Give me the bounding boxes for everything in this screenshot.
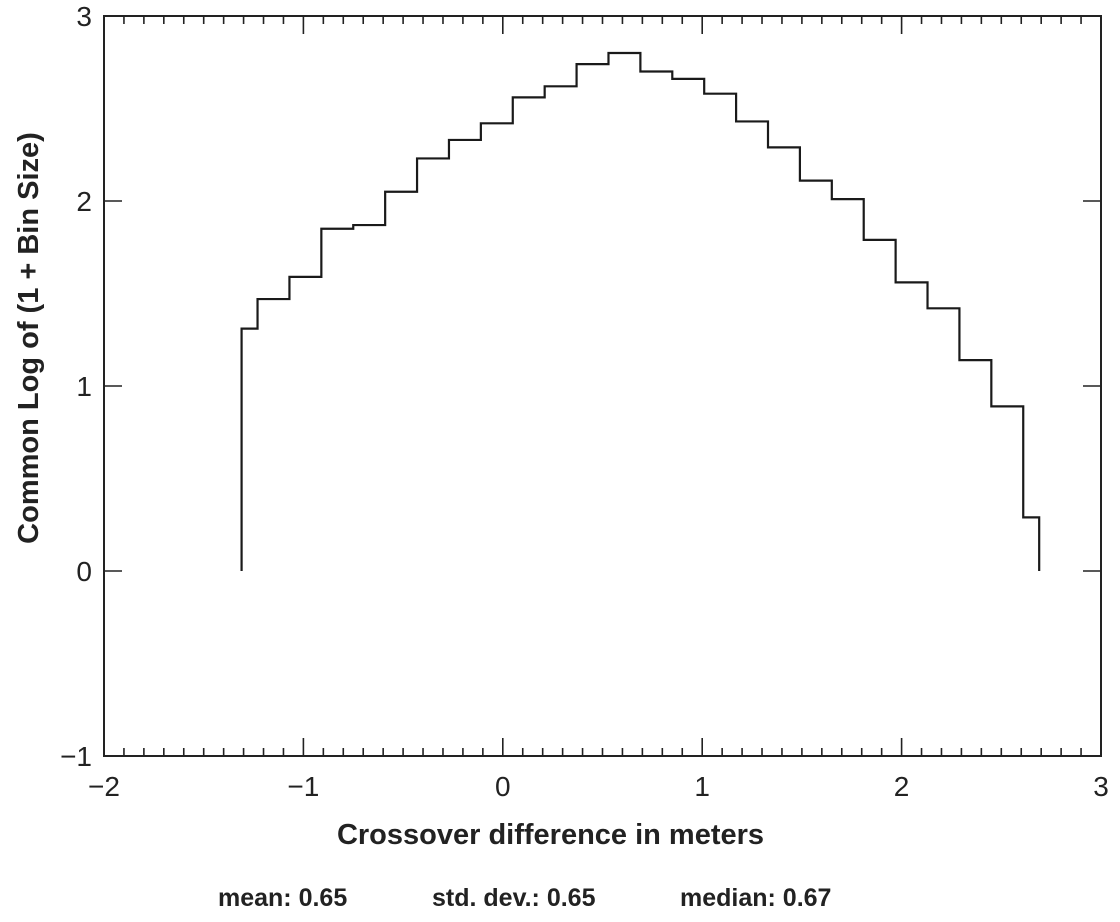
y-tick-label: 0 (76, 556, 92, 587)
x-tick-label: −1 (287, 771, 319, 802)
y-tick-label: 1 (76, 371, 92, 402)
y-tick-label: 2 (76, 186, 92, 217)
median-stat: median: 0.67 (680, 884, 832, 912)
std-dev-stat: std. dev.: 0.65 (432, 884, 596, 912)
x-tick-label: −2 (88, 771, 120, 802)
plot-frame (103, 15, 1102, 757)
x-tick-label: 0 (495, 771, 511, 802)
x-axis-title: Crossover difference in meters (337, 819, 764, 851)
mean-stat: mean: 0.65 (218, 884, 348, 912)
y-axis-title: Common Log of (1 + Bin Size) (13, 132, 45, 544)
axis-ticks (103, 15, 1102, 757)
y-tick-label: 3 (76, 1, 92, 32)
summary-statistics: mean: 0.65 std. dev.: 0.65 median: 0.67 (0, 884, 1120, 920)
y-tick-label: −1 (60, 741, 92, 772)
x-tick-label: 3 (1093, 771, 1109, 802)
x-tick-label: 2 (894, 771, 910, 802)
histogram-step-line (240, 51, 1041, 571)
x-tick-label: 1 (694, 771, 710, 802)
